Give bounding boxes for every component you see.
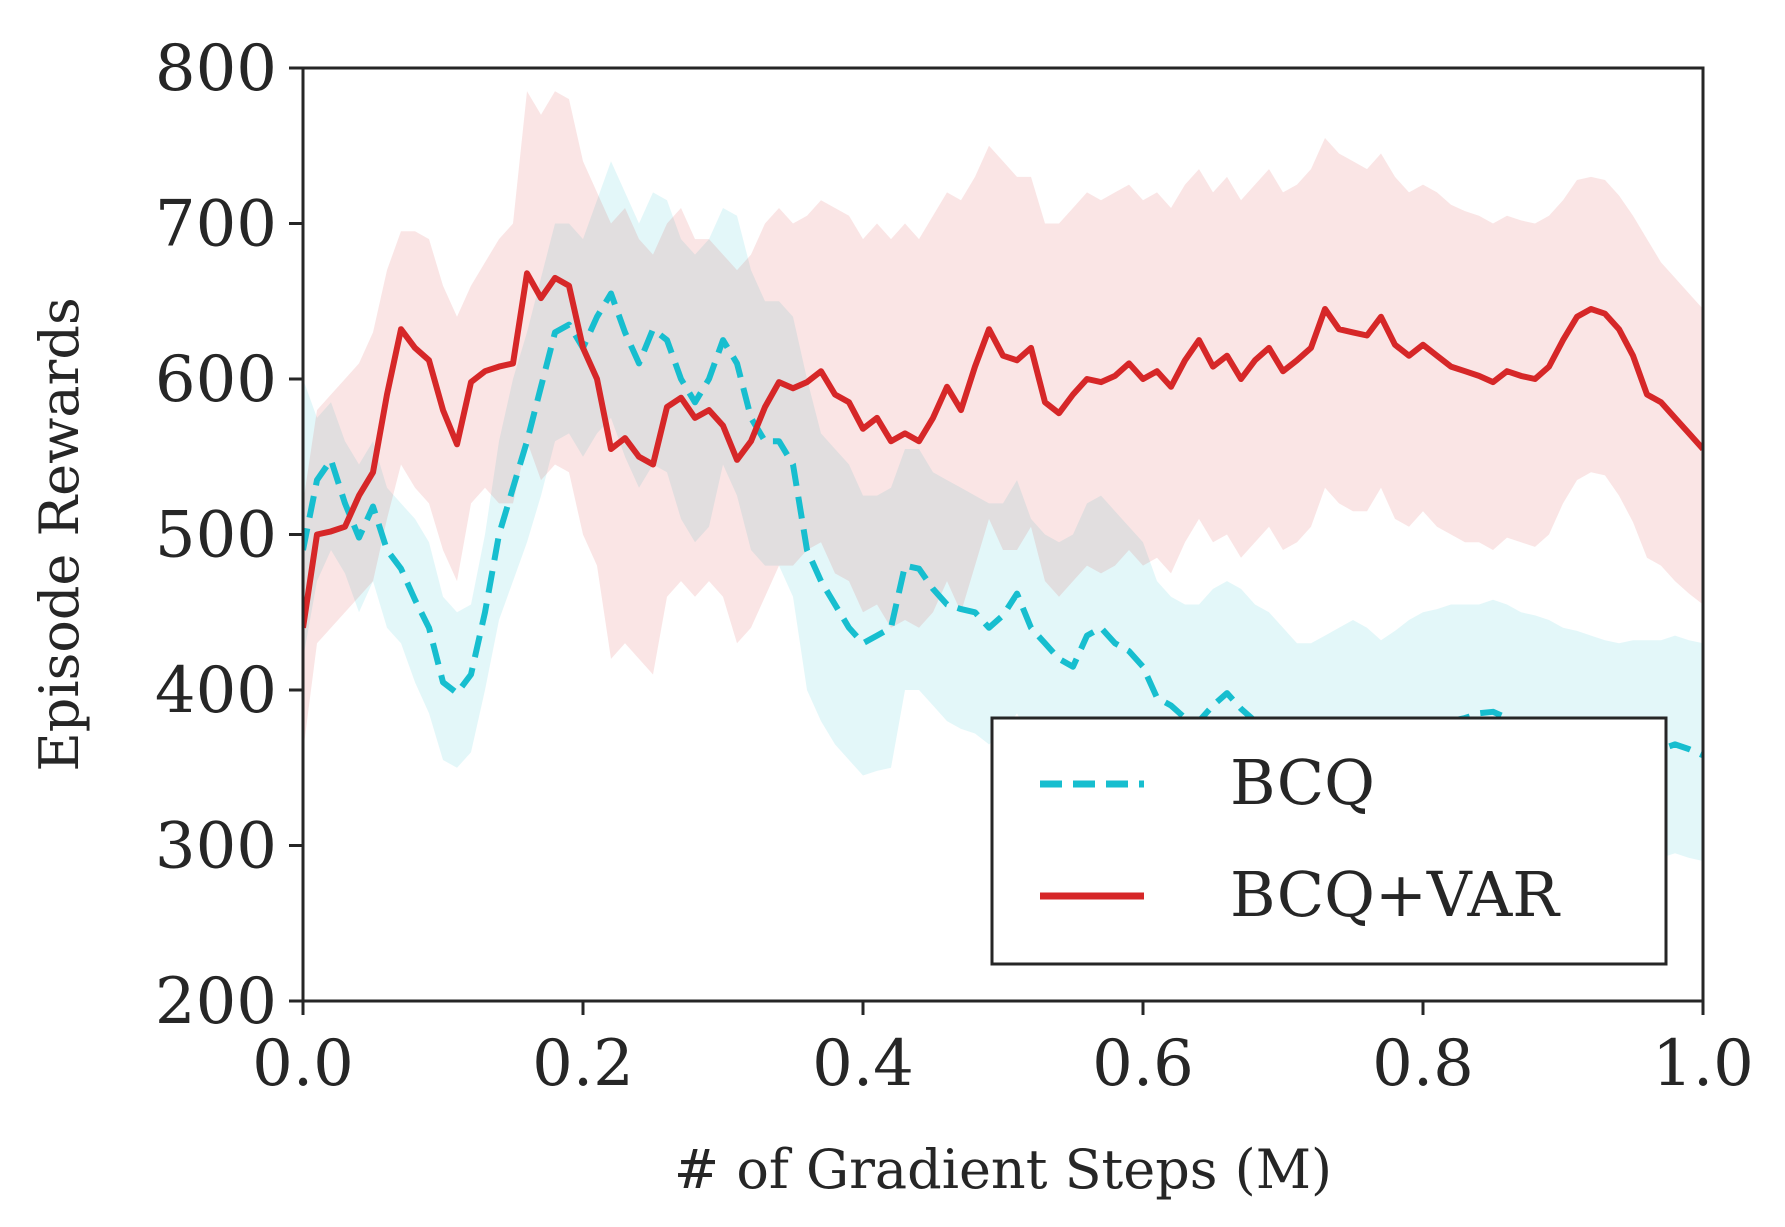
y-tick-label: 500	[155, 499, 277, 573]
y-tick-label: 200	[155, 965, 277, 1039]
legend-box	[990, 716, 1668, 966]
x-tick-label: 0.6	[1092, 1027, 1194, 1101]
x-tick-label: 0.0	[252, 1027, 354, 1101]
band-bcq-var	[303, 91, 1703, 753]
x-tick-label: 0.4	[812, 1027, 914, 1101]
x-tick-label: 1.0	[1652, 1027, 1754, 1101]
x-tick-label: 0.2	[532, 1027, 634, 1101]
y-axis-label: Episode Rewards	[28, 297, 91, 771]
line-bcq	[303, 290, 1703, 771]
y-tick-label: 600	[155, 343, 277, 417]
line-bcq-var	[303, 270, 1703, 629]
x-axis-label: # of Gradient Steps (M)	[674, 1138, 1332, 1201]
legend-label: BCQ	[1230, 746, 1375, 819]
x-tick-label: 0.8	[1372, 1027, 1474, 1101]
confidence-bands	[303, 91, 1703, 877]
band-bcq	[303, 161, 1703, 877]
y-axis: 200 300 400 500 600 700 800	[155, 32, 303, 1039]
legend-label: BCQ+VAR	[1230, 858, 1561, 931]
y-tick-label: 400	[155, 654, 277, 728]
x-axis: 0.0 0.2 0.4 0.6 0.8 1.0	[252, 1001, 1754, 1101]
legend: BCQ BCQ+VAR	[990, 716, 1668, 966]
y-tick-label: 300	[155, 810, 277, 884]
series-lines	[303, 270, 1703, 771]
y-tick-label: 800	[155, 32, 277, 106]
y-tick-label: 700	[155, 188, 277, 262]
